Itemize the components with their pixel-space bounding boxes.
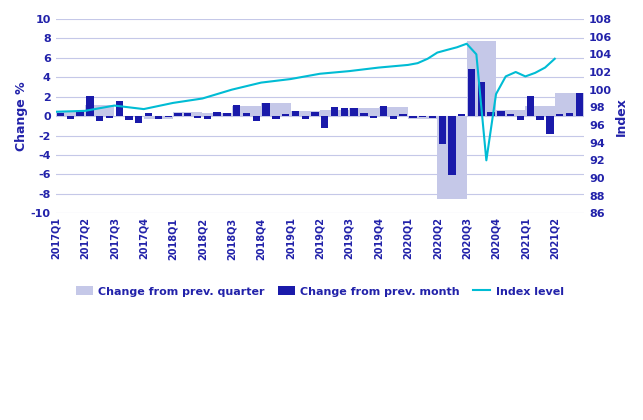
Bar xyxy=(56,111,85,116)
Bar xyxy=(349,108,379,116)
Bar xyxy=(231,106,261,116)
Bar xyxy=(204,116,211,119)
Bar xyxy=(57,113,64,116)
Bar xyxy=(525,106,555,116)
Bar xyxy=(77,111,84,116)
Bar xyxy=(399,114,407,116)
Bar xyxy=(380,106,387,116)
Bar xyxy=(320,110,349,116)
Bar xyxy=(184,113,192,116)
Bar xyxy=(350,108,358,116)
Bar xyxy=(125,116,132,120)
Bar xyxy=(243,113,250,116)
Bar xyxy=(155,116,162,119)
Bar xyxy=(311,112,319,116)
Bar xyxy=(261,102,291,116)
Bar xyxy=(566,113,573,116)
Bar xyxy=(262,102,269,116)
Y-axis label: Change %: Change % xyxy=(15,81,28,151)
Bar xyxy=(467,41,496,116)
Bar xyxy=(86,96,94,116)
Bar xyxy=(135,116,143,123)
Bar xyxy=(556,114,563,116)
Bar xyxy=(331,108,338,116)
Bar xyxy=(272,116,280,119)
Bar xyxy=(67,116,74,119)
Bar xyxy=(429,116,436,118)
Bar xyxy=(575,93,583,116)
Bar xyxy=(253,116,260,121)
Bar xyxy=(116,101,123,116)
Bar xyxy=(390,116,397,119)
Bar xyxy=(448,116,456,176)
Bar xyxy=(478,82,485,116)
Bar xyxy=(106,116,113,118)
Bar xyxy=(370,116,377,118)
Bar xyxy=(292,111,299,116)
Bar xyxy=(408,116,437,119)
Bar xyxy=(174,113,181,116)
Bar xyxy=(409,116,417,118)
Bar xyxy=(96,116,104,121)
Bar xyxy=(536,116,544,120)
Bar xyxy=(302,116,309,119)
Bar xyxy=(223,113,231,116)
Bar xyxy=(487,112,495,116)
Y-axis label: Index: Index xyxy=(615,97,628,136)
Bar xyxy=(458,114,466,116)
Bar xyxy=(497,111,505,116)
Bar xyxy=(194,116,201,118)
Bar xyxy=(439,116,446,144)
Bar xyxy=(145,113,152,116)
Bar xyxy=(507,114,514,116)
Bar xyxy=(360,113,368,116)
Bar xyxy=(282,114,289,116)
Bar xyxy=(468,68,475,116)
Bar xyxy=(496,110,525,116)
Bar xyxy=(144,116,173,119)
Bar xyxy=(173,112,203,116)
Bar xyxy=(517,116,524,120)
Bar xyxy=(546,116,554,134)
Bar xyxy=(165,116,172,117)
Legend: Change from prev. quarter, Change from prev. month, Index level: Change from prev. quarter, Change from p… xyxy=(72,282,568,301)
Bar xyxy=(321,116,329,128)
Bar xyxy=(213,112,221,116)
Bar xyxy=(341,108,348,116)
Bar xyxy=(85,105,114,116)
Bar xyxy=(527,96,534,116)
Bar xyxy=(291,111,320,116)
Bar xyxy=(555,93,584,116)
Bar xyxy=(419,116,426,117)
Bar xyxy=(379,108,408,116)
Bar xyxy=(437,116,467,199)
Bar xyxy=(233,105,240,116)
Bar xyxy=(203,113,231,116)
